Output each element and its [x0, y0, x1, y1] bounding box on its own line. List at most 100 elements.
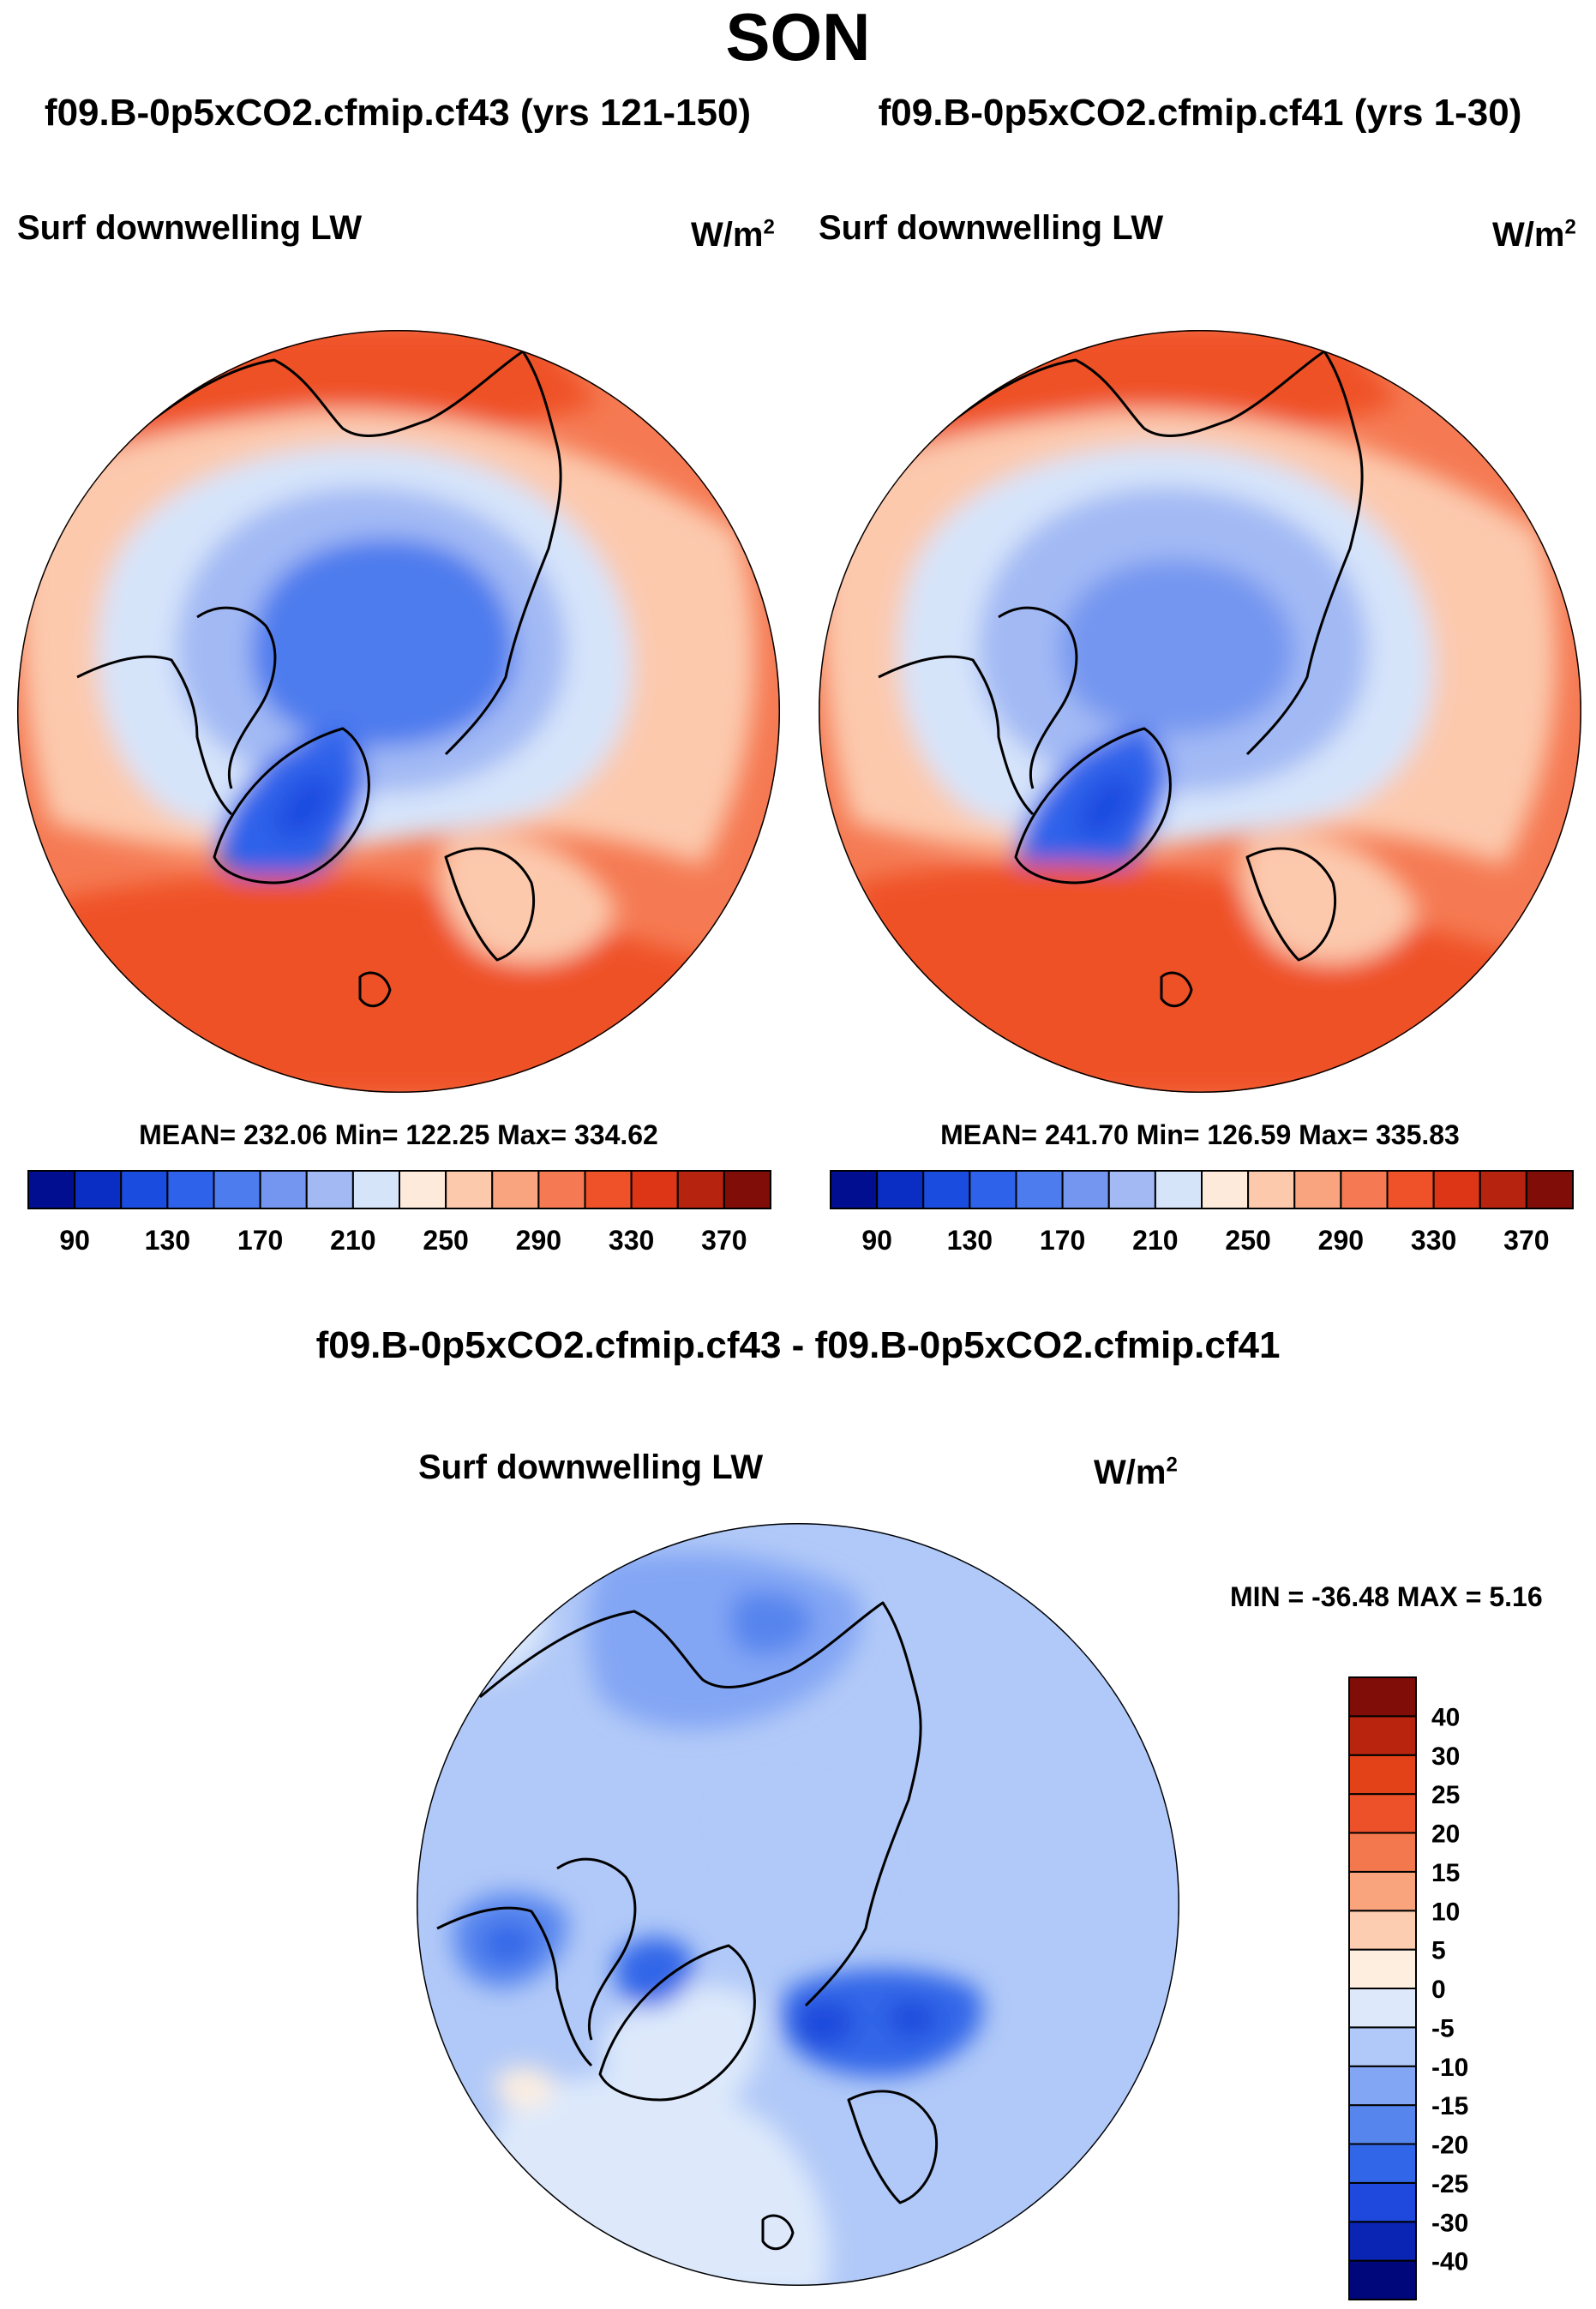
diff-stats: MIN = -36.48 MAX = 5.16 — [1230, 1581, 1543, 1612]
diff-colorbar-tick-label: 5 — [1431, 1937, 1446, 1965]
left-region-central-arctic — [251, 538, 514, 747]
diff-units-base: W/m — [1094, 1454, 1167, 1491]
left-colorbar-swatch-12 — [584, 1170, 633, 1209]
right-colorbar-swatch-1 — [876, 1170, 925, 1209]
left-coast-canada — [196, 606, 277, 789]
diff-colorbar-swatch-7 — [1348, 1988, 1417, 2029]
right-colorbar-swatch-2 — [922, 1170, 971, 1209]
diff-colorbar-tick-label: 15 — [1431, 1859, 1460, 1887]
right-colorbar-tick-label: 250 — [1225, 1225, 1270, 1256]
right-colorbar-tick-label: 370 — [1503, 1225, 1549, 1256]
diff-colorbar-swatch-14 — [1348, 1715, 1417, 1756]
diff-colorbar-swatch-1 — [1348, 2221, 1417, 2262]
right-units-exp: 2 — [1564, 215, 1576, 239]
left-colorbar-swatch-13 — [630, 1170, 679, 1209]
left-colorbar: 90 130 170 210 250 290 330 370 — [27, 1170, 771, 1256]
diff-colorbar-tick-label: 0 — [1431, 1976, 1446, 2004]
left-colorbar-swatch-6 — [305, 1170, 354, 1209]
right-colorbar-swatch-0 — [830, 1170, 879, 1209]
diff-colorbar-swatch-11 — [1348, 1832, 1417, 1873]
left-colorbar-tick-label: 170 — [237, 1225, 283, 1256]
diff-colorbar-swatch-12 — [1348, 1793, 1417, 1834]
left-colorbar-swatch-15 — [723, 1170, 771, 1209]
diff-colorbar-swatch-3 — [1348, 2143, 1417, 2184]
diff-colorbar-tick-label: 40 — [1431, 1703, 1460, 1731]
diff-coast-greenland — [598, 1944, 756, 2102]
diff-colorbar-tick-label: -25 — [1431, 2170, 1468, 2198]
diff-colorbar-tick-label: 30 — [1431, 1742, 1460, 1771]
left-colorbar-swatch-14 — [676, 1170, 725, 1209]
right-colorbar-tick-label: 210 — [1132, 1225, 1178, 1256]
left-units-base: W/m — [691, 216, 764, 254]
diff-units-exp: 2 — [1166, 1453, 1178, 1477]
diff-colorbar: 40 30 25 20 15 10 5 0 -5 -10 -15 -20 -25 -30 -40 — [1348, 1676, 1468, 2300]
diff-region-siberia — [587, 1551, 862, 1730]
left-colorbar-swatch-5 — [259, 1170, 308, 1209]
right-colorbar-tick-label: 90 — [861, 1225, 892, 1256]
right-units: W/m2 — [1492, 215, 1576, 252]
right-coast-alaska — [878, 655, 1035, 816]
right-colorbar-tick-label: 170 — [1040, 1225, 1085, 1256]
right-case-title: f09.B-0p5xCO2.cfmip.cf41 (yrs 1-30) — [878, 92, 1522, 134]
figure-title: SON — [725, 0, 871, 75]
left-region-europe — [439, 834, 617, 963]
right-colorbar-swatch-14 — [1479, 1170, 1527, 1209]
left-coast-alaska — [76, 655, 233, 816]
diff-region-barents-core — [795, 2000, 857, 2048]
diff-colorbar-tick-label: 20 — [1431, 1820, 1460, 1849]
diff-coastlines — [436, 1601, 939, 2251]
diff-colorbar-swatch-13 — [1348, 1754, 1417, 1796]
right-colorbar-tick-label: 130 — [947, 1225, 993, 1256]
right-region-greenland-core — [1075, 775, 1135, 838]
left-colorbar-tick-label: 290 — [516, 1225, 561, 1256]
diff-coast-canada — [556, 1857, 637, 2041]
right-stats: MEAN= 241.70 Min= 126.59 Max= 335.83 — [940, 1119, 1460, 1150]
left-variable-title: Surf downwelling LW — [17, 209, 363, 247]
left-colorbar-tick-label: 210 — [330, 1225, 375, 1256]
difference-map — [417, 1523, 1179, 2286]
diff-region-northpole-pale — [729, 1791, 880, 1920]
left-units: W/m2 — [691, 215, 775, 254]
right-colorbar-swatch-9 — [1247, 1170, 1296, 1209]
diff-region-atlantic-warm — [495, 2066, 557, 2108]
difference-title: f09.B-0p5xCO2.cfmip.cf43 - f09.B-0p5xCO2… — [315, 1324, 1281, 1366]
right-region-europe — [1240, 834, 1419, 963]
diff-colorbar-tick-label: -10 — [1431, 2054, 1468, 2082]
right-variable-title: Surf downwelling LW — [819, 209, 1164, 247]
right-colorbar-swatch-15 — [1525, 1170, 1574, 1209]
diff-colorbar-tick-label: -20 — [1431, 2132, 1468, 2160]
diff-colorbar-swatch-4 — [1348, 2104, 1417, 2145]
diff-region-baffin — [614, 1937, 694, 2008]
right-coast-britain — [1160, 971, 1193, 1008]
left-colorbar-swatch-10 — [491, 1170, 540, 1209]
left-colorbar-swatch-9 — [445, 1170, 494, 1209]
left-colorbar-swatch-3 — [166, 1170, 215, 1209]
diff-region-siberia-core — [729, 1591, 814, 1655]
right-colorbar-swatch-12 — [1386, 1170, 1435, 1209]
left-case-title: f09.B-0p5xCO2.cfmip.cf43 (yrs 121-150) — [44, 92, 752, 134]
left-colorbar-tick-label: 130 — [145, 1225, 190, 1256]
right-colorbar-swatch-8 — [1201, 1170, 1250, 1209]
diff-colorbar-swatch-2 — [1348, 2181, 1417, 2223]
right-coast-canada — [998, 606, 1078, 789]
diff-units: W/m2 — [1094, 1453, 1178, 1491]
left-colorbar-swatch-1 — [74, 1170, 123, 1209]
left-colorbar-swatch-8 — [399, 1170, 447, 1209]
diff-colorbar-tick-label: -5 — [1431, 2014, 1455, 2042]
right-colorbar-tick-label: 290 — [1318, 1225, 1364, 1256]
diff-coast-asia — [479, 1601, 922, 2007]
right-colorbar-swatch-11 — [1340, 1170, 1389, 1209]
left-units-exp: 2 — [763, 215, 775, 239]
diff-colorbar-swatch-15 — [1348, 1676, 1417, 1718]
left-colorbar-swatch-7 — [351, 1170, 400, 1209]
diff-colorbar-tick-label: 10 — [1431, 1898, 1460, 1926]
right-colorbar-swatch-4 — [1015, 1170, 1064, 1209]
right-colorbar-swatch-6 — [1107, 1170, 1156, 1209]
diff-region-kara-core — [888, 2001, 939, 2037]
left-colorbar-swatch-4 — [213, 1170, 261, 1209]
diff-colorbar-swatch-0 — [1348, 2259, 1417, 2300]
diff-colorbar-swatch-5 — [1348, 2065, 1417, 2107]
left-stats: MEAN= 232.06 Min= 122.25 Max= 334.62 — [139, 1119, 658, 1150]
right-map — [819, 330, 1581, 1093]
